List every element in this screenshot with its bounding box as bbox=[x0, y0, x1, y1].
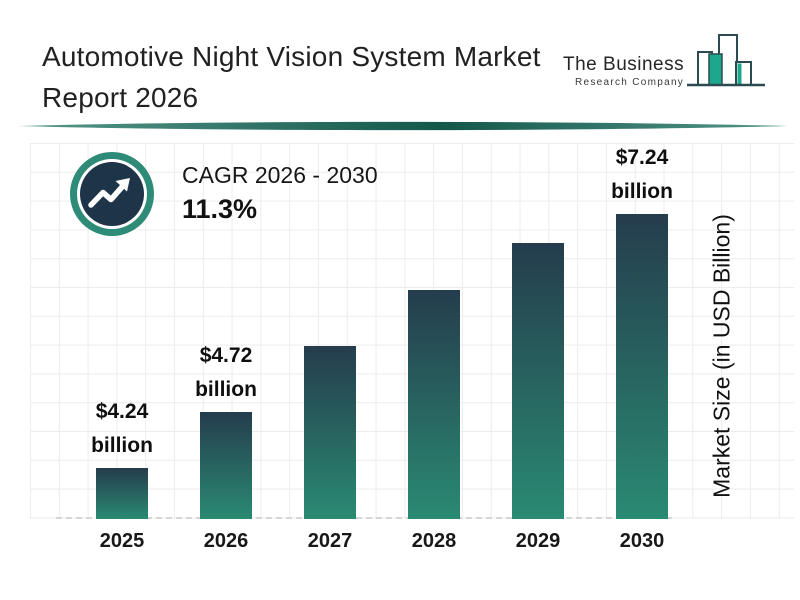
year-label-2027: 2027 bbox=[307, 530, 353, 552]
title-line-2: Report 2026 bbox=[42, 82, 199, 113]
bar-value-label-2026: $4.72 billion bbox=[195, 339, 257, 407]
year-label-2028: 2028 bbox=[411, 530, 457, 552]
year-labels-row: 2025 2026 2027 2028 2029 2030 bbox=[70, 530, 694, 553]
bar-value-amount-2026: $4.72 bbox=[199, 344, 253, 367]
year-label-2025: 2025 bbox=[99, 530, 145, 552]
bar-2028 bbox=[408, 290, 460, 519]
bar-value-amount-2030: $7.24 bbox=[615, 146, 669, 169]
bar-2025 bbox=[96, 468, 148, 519]
page-title: Automotive Night Vision System Market Re… bbox=[42, 36, 541, 118]
bar-value-label-2030: $7.24 billion bbox=[611, 141, 673, 209]
bar-value-label-2025: $4.24 billion bbox=[91, 395, 153, 463]
company-logo: The Business Research Company bbox=[563, 28, 766, 94]
bar-2030 bbox=[616, 214, 668, 519]
divider-line bbox=[18, 121, 788, 131]
logo-text: The Business Research Company bbox=[563, 54, 684, 88]
cagr-value: 11.3% bbox=[182, 194, 258, 224]
trending-up-arrow-icon bbox=[70, 152, 154, 236]
bars-row: $4.24 billion $4.72 billion $7.24 billion bbox=[70, 143, 694, 519]
axis-baseline bbox=[56, 517, 672, 519]
title-line-1: Automotive Night Vision System Market bbox=[42, 41, 541, 72]
bar-chart-buildings-icon bbox=[687, 34, 766, 87]
cagr-text: CAGR 2026 - 2030 11.3% bbox=[182, 162, 378, 225]
bar-slot-2025: $4.24 billion bbox=[70, 395, 174, 519]
bar-2029 bbox=[512, 243, 564, 519]
bar-2027 bbox=[304, 346, 356, 519]
bar-value-unit-2030: billion bbox=[611, 180, 673, 203]
y-axis-label: Market Size (in USD Billion) bbox=[708, 214, 735, 498]
bar-value-unit-2025: billion bbox=[91, 434, 153, 457]
bar-slot-2029 bbox=[486, 243, 590, 519]
logo-company-subname: Research Company bbox=[574, 77, 685, 88]
bar-value-unit-2026: billion bbox=[195, 378, 257, 401]
year-label-2026: 2026 bbox=[203, 530, 249, 552]
bar-slot-2028 bbox=[382, 290, 486, 519]
year-label-2030: 2030 bbox=[619, 530, 665, 552]
bar-slot-2027 bbox=[278, 346, 382, 519]
year-label-2029: 2029 bbox=[515, 530, 561, 552]
bar-value-amount-2025: $4.24 bbox=[95, 400, 149, 423]
cagr-badge: CAGR 2026 - 2030 11.3% bbox=[68, 150, 378, 238]
cagr-label: CAGR 2026 - 2030 bbox=[182, 162, 378, 188]
bar-2026 bbox=[200, 412, 252, 519]
bar-slot-2026: $4.72 billion bbox=[174, 339, 278, 519]
bar-slot-2030: $7.24 billion bbox=[590, 141, 694, 519]
logo-company-name: The Business bbox=[563, 54, 685, 75]
